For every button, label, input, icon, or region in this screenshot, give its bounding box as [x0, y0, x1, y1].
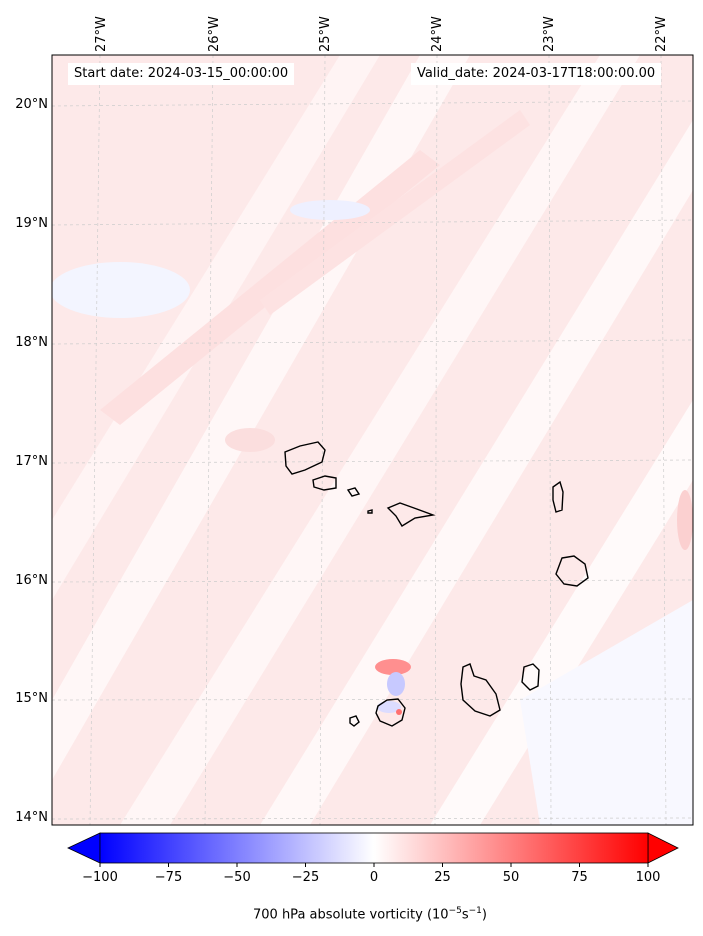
colorbar-label-exp2: −1: [468, 906, 482, 916]
lat-label: 15°N: [15, 691, 48, 706]
lon-label: 27°W: [94, 16, 109, 52]
island-boa-vista: [555, 555, 589, 587]
lat-label: 17°N: [15, 454, 48, 469]
colorbar-tick: 50: [502, 870, 520, 885]
colorbar-label-exp1: −5: [448, 906, 462, 916]
lat-label: 20°N: [15, 97, 48, 112]
colorbar-tick: 25: [434, 870, 451, 885]
island-coastlines: [284, 441, 589, 727]
lon-label: 22°W: [654, 16, 669, 52]
start-date-label: Start date: 2024-03-15_00:00:00: [68, 63, 295, 85]
island-santo-antao: [284, 441, 326, 475]
colorbar: [67, 832, 679, 867]
colorbar-label: 700 hPa absolute vorticity (10−5s−1): [0, 906, 703, 922]
island-santa-luzia: [346, 487, 361, 497]
lon-label: 23°W: [542, 16, 557, 52]
map-frame: [51, 54, 694, 826]
lat-label: 16°N: [15, 573, 48, 588]
colorbar-label-main: 700 hPa absolute vorticity (10: [253, 907, 449, 923]
valid-date-label: Valid_date: 2024-03-17T18:00:00.00: [411, 63, 662, 85]
island-sal: [552, 480, 564, 513]
lon-label: 24°W: [430, 16, 445, 52]
island-maio: [521, 663, 540, 691]
lat-label: 18°N: [15, 335, 48, 350]
lat-label: 14°N: [15, 810, 48, 825]
island-sao-nicolau: [386, 502, 436, 527]
island-ilheu-raso: [367, 509, 373, 514]
colorbar-tick: 0: [369, 870, 379, 885]
colorbar-tick: −75: [154, 870, 183, 885]
colorbar-tick: 75: [571, 870, 588, 885]
island-sao-vicente: [312, 475, 337, 491]
colorbar-max-extend: [647, 832, 679, 864]
colorbar-tick: −100: [82, 870, 118, 885]
gridlines: [51, 54, 694, 826]
colorbar-label-mid: s: [461, 907, 469, 923]
lon-label: 26°W: [207, 16, 222, 52]
colorbar-min-extend: [67, 832, 101, 864]
vorticity-field: [52, 55, 693, 825]
island-brava: [349, 715, 360, 727]
colorbar-gradient: [99, 832, 649, 864]
island-santiago: [460, 663, 501, 717]
colorbar-tick: −50: [223, 870, 251, 885]
colorbar-tick: 100: [635, 870, 661, 885]
colorbar-label-end: ): [481, 907, 487, 923]
island-fogo: [375, 698, 406, 727]
lon-label: 25°W: [318, 16, 333, 52]
lat-label: 19°N: [15, 216, 48, 231]
colorbar-tick: −25: [291, 870, 320, 885]
